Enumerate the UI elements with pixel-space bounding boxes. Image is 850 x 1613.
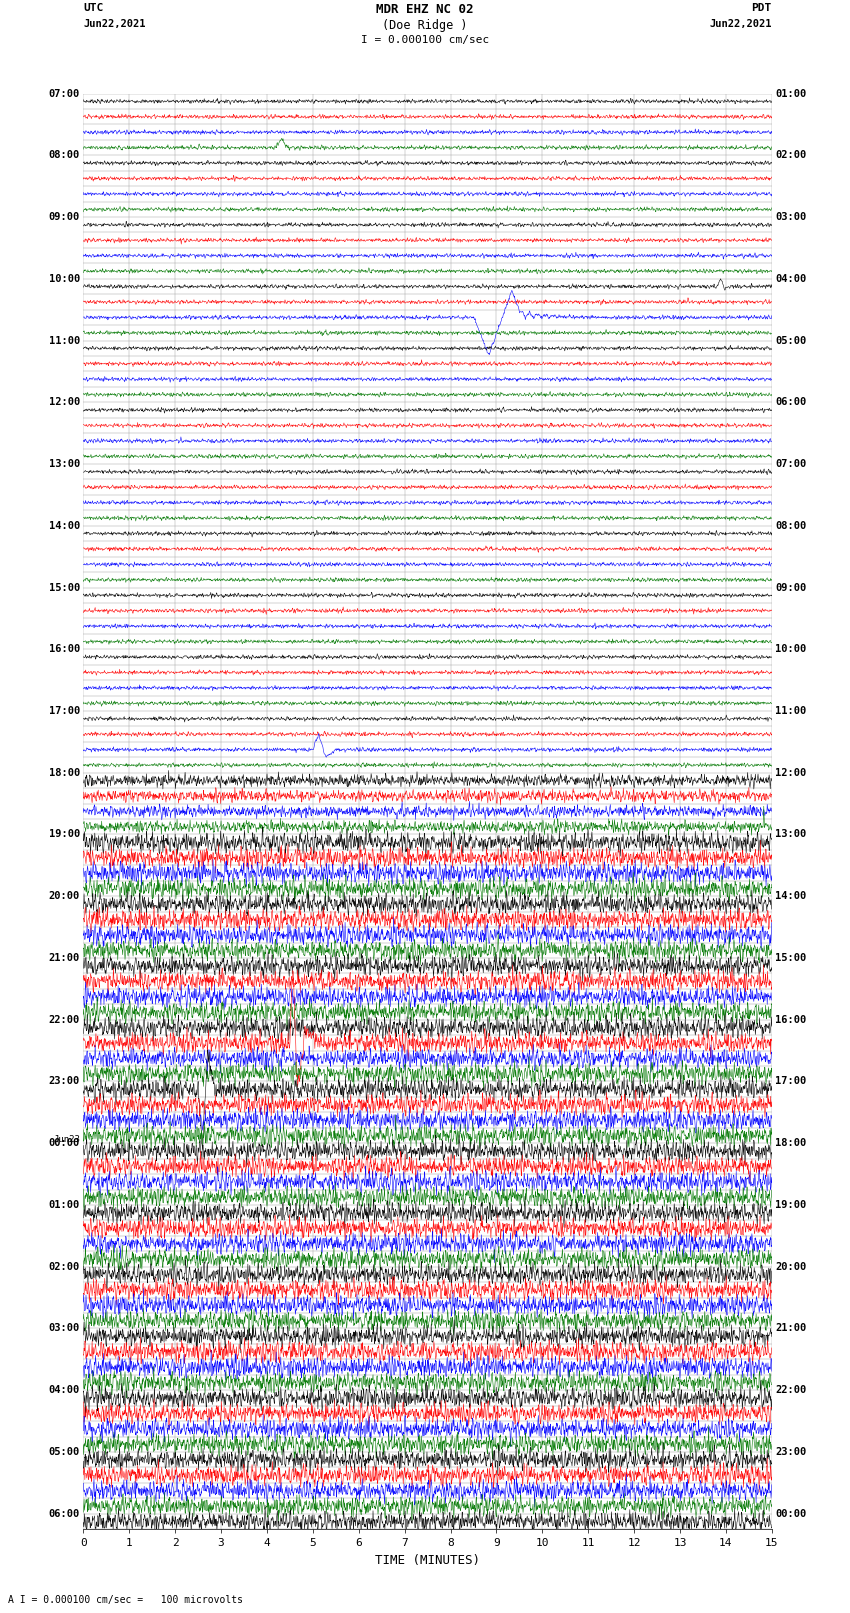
Text: 03:00: 03:00 [775, 211, 807, 223]
Text: 13:00: 13:00 [48, 460, 80, 469]
Text: A I = 0.000100 cm/sec =   100 microvolts: A I = 0.000100 cm/sec = 100 microvolts [8, 1595, 243, 1605]
Text: 13:00: 13:00 [775, 829, 807, 839]
Text: 14:00: 14:00 [48, 521, 80, 531]
Text: 05:00: 05:00 [775, 336, 807, 345]
Text: 02:00: 02:00 [48, 1261, 80, 1271]
Text: 03:00: 03:00 [48, 1323, 80, 1334]
Text: 09:00: 09:00 [48, 211, 80, 223]
Text: 08:00: 08:00 [48, 150, 80, 160]
Text: 01:00: 01:00 [775, 89, 807, 98]
Text: 11:00: 11:00 [48, 336, 80, 345]
Text: 18:00: 18:00 [775, 1139, 807, 1148]
Text: (Doe Ridge ): (Doe Ridge ) [382, 19, 468, 32]
Text: 07:00: 07:00 [775, 460, 807, 469]
Text: 07:00: 07:00 [48, 89, 80, 98]
Text: 16:00: 16:00 [48, 644, 80, 655]
Text: 16:00: 16:00 [775, 1015, 807, 1024]
Text: 06:00: 06:00 [775, 397, 807, 406]
Text: 15:00: 15:00 [48, 582, 80, 592]
Text: 21:00: 21:00 [775, 1323, 807, 1334]
Text: 01:00: 01:00 [48, 1200, 80, 1210]
Text: 20:00: 20:00 [48, 892, 80, 902]
Text: Jun23: Jun23 [53, 1136, 80, 1144]
Text: 10:00: 10:00 [48, 274, 80, 284]
Text: 08:00: 08:00 [775, 521, 807, 531]
Text: 18:00: 18:00 [48, 768, 80, 777]
Text: 19:00: 19:00 [775, 1200, 807, 1210]
Text: 14:00: 14:00 [775, 892, 807, 902]
Text: MDR EHZ NC 02: MDR EHZ NC 02 [377, 3, 473, 16]
Text: PDT: PDT [751, 3, 772, 13]
Text: 22:00: 22:00 [48, 1015, 80, 1024]
Text: 04:00: 04:00 [775, 274, 807, 284]
Text: 04:00: 04:00 [48, 1386, 80, 1395]
Text: 17:00: 17:00 [48, 706, 80, 716]
Text: 20:00: 20:00 [775, 1261, 807, 1271]
Text: 23:00: 23:00 [48, 1076, 80, 1087]
Text: 15:00: 15:00 [775, 953, 807, 963]
Text: Jun22,2021: Jun22,2021 [83, 19, 146, 29]
Text: 00:00: 00:00 [775, 1508, 807, 1519]
X-axis label: TIME (MINUTES): TIME (MINUTES) [375, 1553, 480, 1566]
Text: 17:00: 17:00 [775, 1076, 807, 1087]
Text: I = 0.000100 cm/sec: I = 0.000100 cm/sec [361, 35, 489, 45]
Text: 22:00: 22:00 [775, 1386, 807, 1395]
Text: 23:00: 23:00 [775, 1447, 807, 1457]
Text: 10:00: 10:00 [775, 644, 807, 655]
Text: 12:00: 12:00 [48, 397, 80, 406]
Text: 11:00: 11:00 [775, 706, 807, 716]
Text: 05:00: 05:00 [48, 1447, 80, 1457]
Text: 02:00: 02:00 [775, 150, 807, 160]
Text: 00:00: 00:00 [48, 1139, 80, 1148]
Text: 21:00: 21:00 [48, 953, 80, 963]
Text: 12:00: 12:00 [775, 768, 807, 777]
Text: 06:00: 06:00 [48, 1508, 80, 1519]
Text: UTC: UTC [83, 3, 104, 13]
Text: Jun22,2021: Jun22,2021 [709, 19, 772, 29]
Text: 19:00: 19:00 [48, 829, 80, 839]
Text: 09:00: 09:00 [775, 582, 807, 592]
